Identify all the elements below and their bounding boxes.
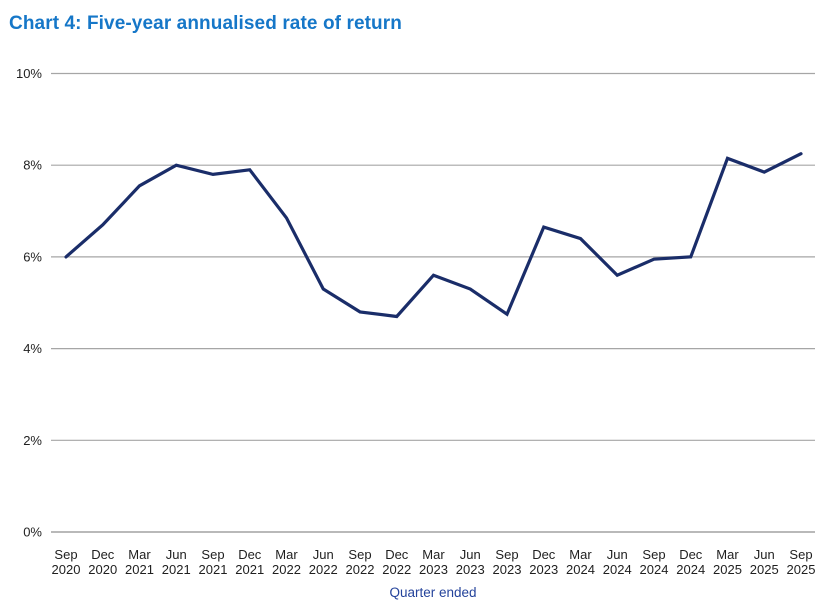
- x-axis-tick-month: Mar: [128, 547, 151, 562]
- x-axis-tick-year: 2023: [529, 562, 558, 577]
- x-axis-tick-month: Dec: [679, 547, 703, 562]
- x-axis-tick-year: 2025: [750, 562, 779, 577]
- x-axis-tick-month: Jun: [313, 547, 334, 562]
- x-axis-tick-year: 2024: [603, 562, 632, 577]
- x-axis-tick-year: 2021: [199, 562, 228, 577]
- x-axis-tick-month: Mar: [422, 547, 445, 562]
- x-axis-tick-month: Sep: [54, 547, 77, 562]
- x-axis-tick-month: Jun: [607, 547, 628, 562]
- data-series-line: [64, 152, 803, 319]
- x-axis-tick-year: 2022: [346, 562, 375, 577]
- x-axis-tick-year: 2023: [456, 562, 485, 577]
- x-axis-tick-year: 2023: [493, 562, 522, 577]
- x-axis-tick-month: Mar: [569, 547, 592, 562]
- x-axis-tick-month: Sep: [201, 547, 224, 562]
- x-axis-tick-month: Sep: [642, 547, 665, 562]
- y-axis-tick-label: 10%: [16, 66, 42, 81]
- chart-title: Chart 4: Five-year annualised rate of re…: [9, 13, 402, 34]
- x-axis-tick-year: 2020: [52, 562, 81, 577]
- x-axis-title: Quarter ended: [389, 585, 476, 600]
- x-axis-tick-year: 2022: [382, 562, 411, 577]
- x-axis-tick-year: 2021: [162, 562, 191, 577]
- x-axis-tick-month: Mar: [275, 547, 298, 562]
- y-axis-tick-label: 6%: [23, 249, 42, 264]
- x-axis-tick-year: 2022: [309, 562, 338, 577]
- x-axis-tick-year: 2021: [235, 562, 264, 577]
- x-axis-tick-month: Mar: [716, 547, 739, 562]
- x-axis-tick-year: 2025: [787, 562, 816, 577]
- x-axis-tick-month: Sep: [495, 547, 518, 562]
- x-axis-tick-year: 2021: [125, 562, 154, 577]
- x-axis-tick-year: 2024: [676, 562, 705, 577]
- x-axis-tick-year: 2025: [713, 562, 742, 577]
- x-axis-tick-month: Jun: [754, 547, 775, 562]
- x-axis-tick-month: Dec: [91, 547, 115, 562]
- x-axis-tick-year: 2023: [419, 562, 448, 577]
- y-axis-tick-label: 2%: [23, 433, 42, 448]
- x-axis-tick-year: 2024: [640, 562, 669, 577]
- y-axis-tick-label: 8%: [23, 158, 42, 173]
- x-axis-tick-month: Dec: [238, 547, 262, 562]
- x-axis-tick-month: Jun: [166, 547, 187, 562]
- x-axis-tick-year: 2024: [566, 562, 595, 577]
- x-axis-tick-month: Jun: [460, 547, 481, 562]
- x-axis-tick-month: Sep: [348, 547, 371, 562]
- y-axis-tick-label: 0%: [23, 525, 42, 540]
- x-axis-tick-month: Sep: [789, 547, 812, 562]
- y-axis-tick-label: 4%: [23, 341, 42, 356]
- x-axis-tick-year: 2020: [88, 562, 117, 577]
- x-axis-tick-month: Dec: [385, 547, 409, 562]
- x-axis-tick-month: Dec: [532, 547, 556, 562]
- x-axis-tick-year: 2022: [272, 562, 301, 577]
